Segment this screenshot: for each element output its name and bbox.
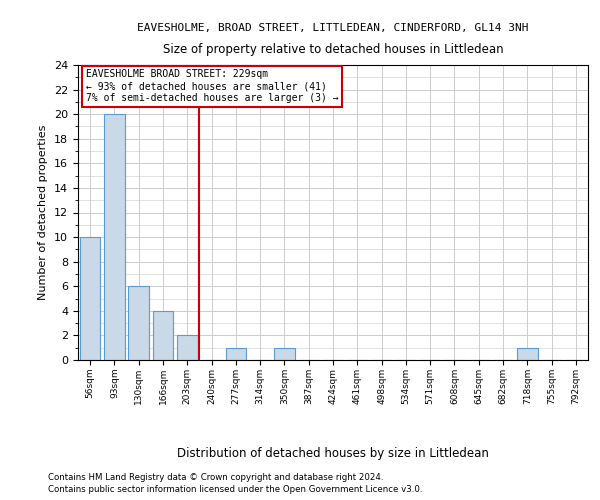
Text: EAVESHOLME, BROAD STREET, LITTLEDEAN, CINDERFORD, GL14 3NH: EAVESHOLME, BROAD STREET, LITTLEDEAN, CI… (137, 22, 529, 32)
Bar (177, 336, 197, 360)
Bar (128, 286, 149, 360)
Bar (274, 348, 295, 360)
Text: Distribution of detached houses by size in Littledean: Distribution of detached houses by size … (177, 448, 489, 460)
Bar (517, 348, 538, 360)
Text: Contains HM Land Registry data © Crown copyright and database right 2024.: Contains HM Land Registry data © Crown c… (48, 472, 383, 482)
Bar (152, 311, 173, 360)
Y-axis label: Number of detached properties: Number of detached properties (38, 125, 49, 300)
Text: EAVESHOLME BROAD STREET: 229sqm
← 93% of detached houses are smaller (41)
7% of : EAVESHOLME BROAD STREET: 229sqm ← 93% of… (86, 70, 338, 102)
Bar (104, 114, 125, 360)
Text: Contains public sector information licensed under the Open Government Licence v3: Contains public sector information licen… (48, 485, 422, 494)
Bar (80, 237, 100, 360)
Bar (226, 348, 246, 360)
Text: Size of property relative to detached houses in Littledean: Size of property relative to detached ho… (163, 42, 503, 56)
